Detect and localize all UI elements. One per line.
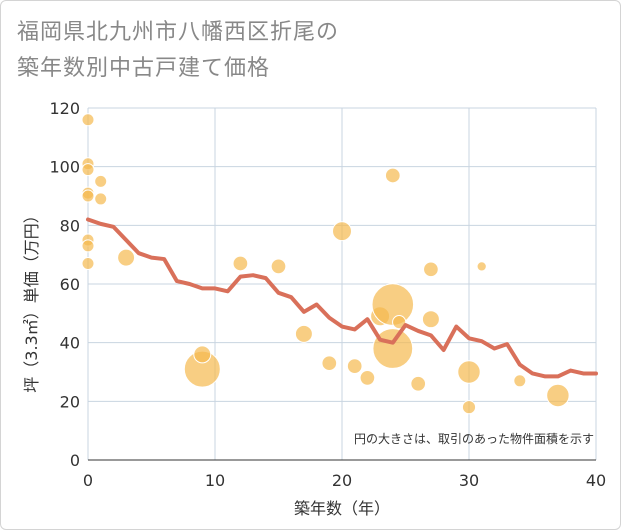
size-annotation: 円の大きさは、取引のあった物件面積を示す (354, 431, 594, 446)
data-bubble (546, 383, 570, 408)
data-bubble (410, 375, 427, 392)
data-bubble (117, 248, 136, 267)
y-tick-label: 120 (49, 99, 80, 118)
grid-lines (87, 107, 597, 461)
x-tick-label: 20 (332, 471, 352, 490)
data-bubble (346, 358, 363, 374)
y-tick-label: 0 (70, 451, 80, 470)
chart-title-line-1: 福岡県北九州市八幡西区折尾の (17, 20, 340, 45)
data-bubble (270, 258, 287, 275)
data-bubble (461, 400, 477, 415)
x-axis-label: 築年数（年） (294, 499, 390, 518)
axes: 0 20 40 60 80 100 120 0 10 20 30 40 (49, 99, 606, 490)
data-bubble (232, 255, 249, 272)
data-bubble (332, 221, 352, 242)
x-tick-label: 30 (459, 471, 479, 490)
data-bubble (94, 192, 108, 206)
x-tick-label: 10 (205, 471, 225, 490)
data-bubble (359, 370, 376, 386)
data-bubble (81, 256, 95, 270)
x-tick-label: 0 (83, 471, 93, 490)
data-bubble (81, 239, 95, 253)
chart-title-line-2: 築年数別中古戸建て価格 (17, 56, 271, 81)
y-tick-label: 40 (60, 334, 80, 353)
data-bubble (421, 310, 440, 329)
data-bubble (294, 324, 313, 343)
x-tick-label: 40 (586, 471, 606, 490)
y-tick-label: 80 (60, 216, 80, 235)
data-bubble (94, 174, 108, 188)
data-bubble (193, 345, 212, 364)
data-bubble (423, 261, 439, 278)
data-bubble (371, 283, 415, 326)
average-price-line (86, 217, 598, 379)
y-tick-label: 60 (60, 275, 80, 294)
data-bubble (457, 360, 481, 384)
data-bubble (321, 355, 338, 372)
data-bubble (476, 261, 487, 272)
data-bubble (81, 189, 95, 203)
y-axis-label: 坪（3.3㎡）単価（万円） (22, 207, 41, 392)
data-bubble (513, 374, 527, 388)
data-bubble (81, 163, 95, 177)
y-tick-label: 100 (49, 158, 80, 177)
data-bubble (81, 113, 95, 127)
chart-title: 福岡県北九州市八幡西区折尾の 築年数別中古戸建て価格 (17, 15, 339, 87)
trend-series (86, 217, 598, 379)
data-bubble (384, 167, 401, 184)
bubble-series (81, 113, 570, 415)
data-bubble (392, 315, 407, 330)
y-tick-label: 20 (60, 392, 80, 411)
